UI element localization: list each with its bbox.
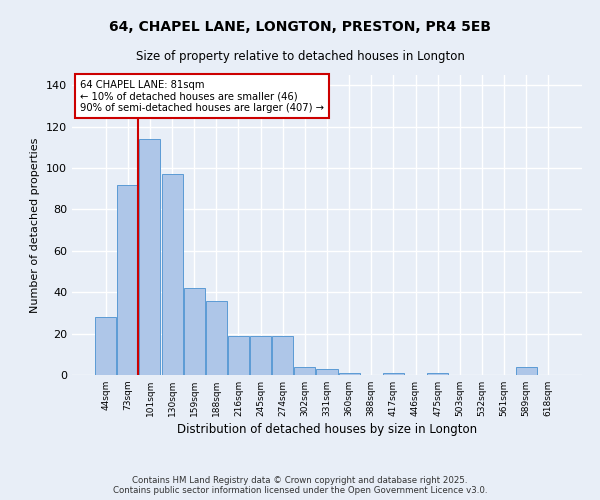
Bar — [295, 366, 316, 375]
Bar — [139, 139, 160, 375]
Bar — [316, 369, 338, 375]
Text: Contains HM Land Registry data © Crown copyright and database right 2025.
Contai: Contains HM Land Registry data © Crown c… — [113, 476, 487, 495]
Bar — [515, 366, 536, 375]
X-axis label: Distribution of detached houses by size in Longton: Distribution of detached houses by size … — [177, 423, 477, 436]
Bar — [338, 373, 359, 375]
Bar — [95, 317, 116, 375]
Bar — [427, 373, 448, 375]
Text: 64, CHAPEL LANE, LONGTON, PRESTON, PR4 5EB: 64, CHAPEL LANE, LONGTON, PRESTON, PR4 5… — [109, 20, 491, 34]
Bar — [383, 373, 404, 375]
Bar — [118, 184, 139, 375]
Text: 64 CHAPEL LANE: 81sqm
← 10% of detached houses are smaller (46)
90% of semi-deta: 64 CHAPEL LANE: 81sqm ← 10% of detached … — [80, 80, 323, 112]
Bar — [228, 336, 249, 375]
Text: Size of property relative to detached houses in Longton: Size of property relative to detached ho… — [136, 50, 464, 63]
Y-axis label: Number of detached properties: Number of detached properties — [31, 138, 40, 312]
Bar — [250, 336, 271, 375]
Bar — [272, 336, 293, 375]
Bar — [161, 174, 182, 375]
Bar — [184, 288, 205, 375]
Bar — [206, 300, 227, 375]
